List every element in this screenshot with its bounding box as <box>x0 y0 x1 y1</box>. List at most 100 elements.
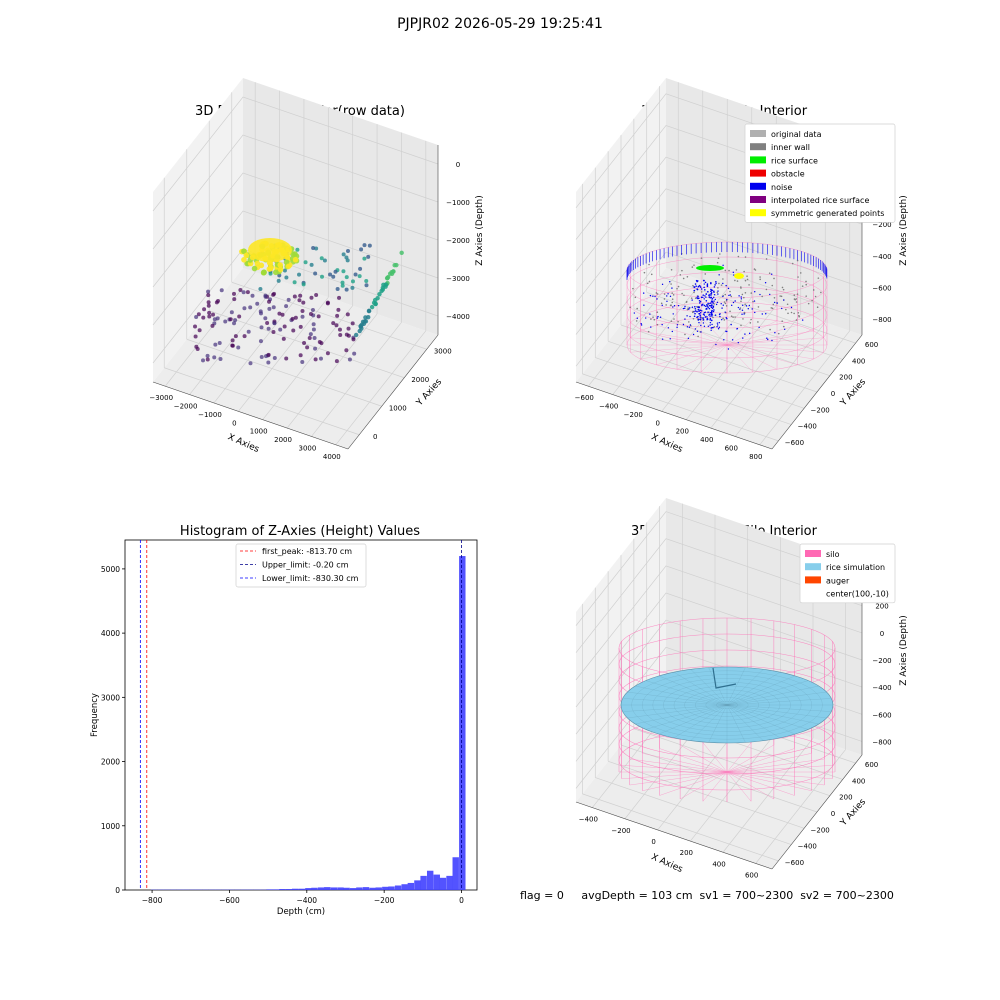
cls-noise-point <box>702 296 704 299</box>
cls-noise-point <box>748 304 751 307</box>
cls-noise-point <box>636 317 638 319</box>
cls-grid-y <box>608 340 805 409</box>
raw-data-point <box>258 287 263 292</box>
cls-silo-floor-spoke <box>726 330 814 346</box>
cls-noise-point <box>731 339 734 341</box>
raw-data-point <box>352 351 357 356</box>
raw-data-point <box>369 304 375 310</box>
cls-noise-point <box>759 293 761 296</box>
cls-x-tick-label: 800 <box>749 453 762 461</box>
cls-noise-point <box>698 302 701 304</box>
sim-rice-mesh <box>726 704 781 739</box>
cls-noise-point <box>693 286 696 289</box>
raw-data-point <box>267 299 272 304</box>
cls-inner-wall-point <box>805 283 808 286</box>
cls-noise-point <box>706 284 709 287</box>
cls-inner-wall-point <box>735 269 738 271</box>
sim-silo-floor-spoke <box>680 744 728 773</box>
raw-data-point <box>309 295 314 300</box>
sim-z-tick-label: −800 <box>872 738 891 746</box>
raw-data-point <box>230 343 235 348</box>
cls-inner-wall-point <box>772 303 775 306</box>
cls-noise-point <box>740 296 742 298</box>
raw-data-point <box>259 325 264 330</box>
sim-y-axis-line <box>771 754 863 870</box>
cls-inner-wall-point <box>732 316 734 318</box>
cls-inner-wall-point <box>801 285 804 287</box>
cls-rice-surface <box>696 265 724 271</box>
cls-noise-point <box>698 318 700 321</box>
cls-noise-point <box>707 325 710 327</box>
raw-data-point <box>259 311 264 316</box>
cls-noise-point <box>666 295 668 297</box>
cls-noise-point <box>696 310 698 313</box>
cls-legend-label: original data <box>771 130 822 139</box>
raw-grid-x <box>335 330 427 446</box>
raw-data-point <box>372 297 378 303</box>
cls-y-tick-label: 0 <box>831 390 835 398</box>
cls-noise-point <box>773 301 776 304</box>
cls-noise-point <box>696 288 698 290</box>
raw-data-point <box>242 334 247 339</box>
cls-noise-point <box>715 282 717 285</box>
cls-noise-point <box>783 328 786 330</box>
hist-bar <box>401 884 408 890</box>
sim-rice-mesh <box>690 704 728 741</box>
cls-inner-wall-point <box>692 284 694 287</box>
sim-legend-swatch <box>805 563 821 571</box>
sim-rice-mesh <box>726 680 809 706</box>
hist-y-tick-label: 0 <box>115 886 120 895</box>
cls-inner-wall-point <box>632 287 634 290</box>
hist-bar <box>446 875 453 890</box>
hist-bar <box>426 870 434 890</box>
cls-noise-point <box>672 306 674 308</box>
raw-data-point <box>334 359 339 364</box>
cls-noise-point <box>761 313 763 315</box>
cls-inner-wall-point <box>724 302 727 305</box>
cls-inner-wall-point <box>648 263 650 266</box>
cls-inner-wall-point <box>686 275 689 278</box>
cls-noise-point <box>696 330 699 332</box>
cls-noise-point <box>691 299 693 301</box>
cls-noise-point <box>700 324 702 327</box>
sim-grid-z <box>575 619 863 735</box>
cls-noise-point <box>704 305 707 307</box>
cls-inner-wall-point <box>757 321 759 323</box>
cls-inner-wall-point <box>768 272 771 274</box>
cls-inner-wall-point <box>700 257 703 259</box>
cls-noise-point <box>713 300 715 302</box>
raw-data-point <box>312 336 317 341</box>
cls-noise-point <box>698 312 701 315</box>
cls-inner-wall-point <box>782 288 785 291</box>
cls-noise-point <box>712 326 714 329</box>
raw-grid-x <box>311 322 402 437</box>
raw-data-point <box>245 290 250 295</box>
raw-data-point <box>344 348 349 353</box>
cls-noise-point <box>769 293 771 296</box>
raw-data-point <box>373 301 378 307</box>
cls-noise-point <box>726 298 728 301</box>
sim-silo-floor-spoke <box>726 742 752 773</box>
raw-grid-x <box>286 313 378 429</box>
cls-grid-z <box>575 188 863 304</box>
cls-noise-point <box>688 308 690 310</box>
sim-legend-label: silo <box>826 550 840 559</box>
hist-bar <box>362 887 370 890</box>
sim-rice-mesh <box>708 704 728 743</box>
hist-legend-label: Upper_limit: -0.20 cm <box>262 561 349 570</box>
sim-rice-mesh <box>645 704 728 730</box>
cls-noise-point <box>711 298 713 300</box>
cls-silo-floor-spoke <box>726 317 754 346</box>
cls-noise-point <box>711 319 713 322</box>
raw-grid-z <box>152 134 439 250</box>
raw-data-point <box>241 256 247 263</box>
hist-bar <box>369 887 376 890</box>
cls-noise-point <box>656 317 658 319</box>
raw-data-point <box>366 308 372 314</box>
cls-inner-wall-point <box>691 266 694 268</box>
cls-silo-floor-spoke <box>726 320 778 346</box>
cls-noise-point <box>661 304 663 307</box>
raw-data-point <box>228 317 233 322</box>
cls-noise-point <box>703 283 705 285</box>
cls-noise-point <box>709 315 711 317</box>
